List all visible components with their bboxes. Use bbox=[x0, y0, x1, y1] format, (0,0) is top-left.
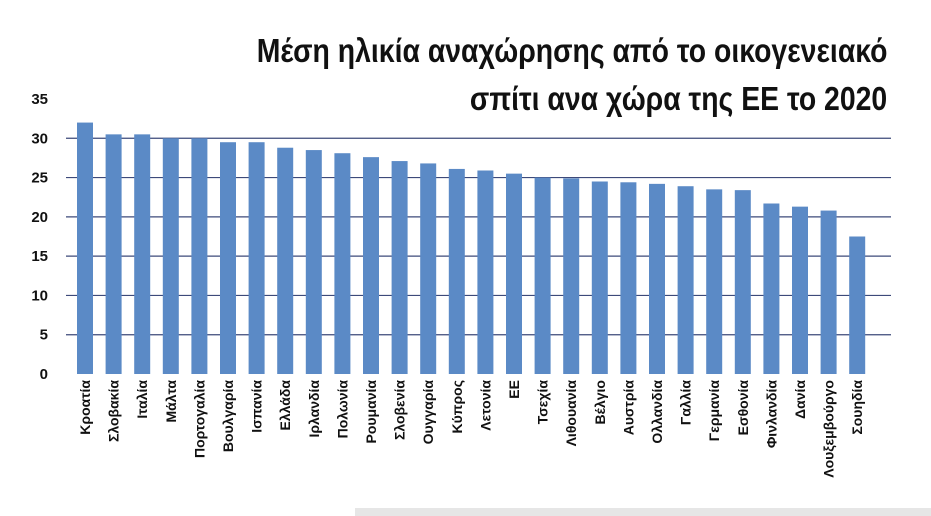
x-tick-label: Αυστρία bbox=[620, 380, 636, 436]
x-tick-label: Τσεχία bbox=[535, 380, 551, 425]
x-tick-label: Γαλλία bbox=[678, 380, 694, 425]
chart-title-line-2: σπίτι ανα χώρα της ΕΕ το 2020 bbox=[469, 80, 887, 117]
x-tick-label: Λιθουανία bbox=[563, 380, 579, 447]
bar-2 bbox=[134, 134, 151, 374]
x-tick-label: Φινλανδία bbox=[763, 380, 779, 449]
x-tick-label: Κύπρος bbox=[449, 380, 465, 433]
x-tick-label: Ιταλία bbox=[134, 380, 150, 419]
bar-9 bbox=[334, 153, 351, 374]
bottom-strip bbox=[355, 508, 931, 516]
bar-24 bbox=[763, 203, 780, 374]
x-tick-label: Γερμανία bbox=[706, 380, 722, 442]
bar-5 bbox=[220, 142, 236, 374]
x-tick-label: Λουξεμβούργο bbox=[821, 380, 837, 478]
x-tick-label: Εσθονία bbox=[735, 380, 751, 436]
y-tick-label: 0 bbox=[40, 366, 48, 383]
y-tick-label: 20 bbox=[31, 209, 48, 226]
bar-22 bbox=[706, 189, 723, 374]
bar-25 bbox=[792, 206, 808, 374]
x-tick-label: ΕΕ bbox=[506, 380, 522, 399]
bar-14 bbox=[477, 170, 494, 374]
bar-4 bbox=[191, 138, 208, 374]
chart-title-line-1: Μέση ηλικία αναχώρησης από το οικογενεια… bbox=[256, 32, 887, 69]
x-tick-label: Ουγγαρία bbox=[420, 380, 436, 445]
y-axis-ticks: 0 5 10 15 20 25 30 35 bbox=[31, 91, 48, 383]
bar-8 bbox=[305, 150, 322, 374]
bar-26 bbox=[820, 210, 837, 374]
y-tick-label: 15 bbox=[31, 248, 48, 265]
bar-16 bbox=[534, 177, 551, 374]
x-tick-label: Πορτογαλία bbox=[191, 380, 207, 458]
bar-19 bbox=[620, 182, 637, 374]
bar-3 bbox=[162, 138, 179, 374]
y-tick-label: 25 bbox=[31, 170, 48, 187]
x-tick-label: Ελλάδα bbox=[277, 380, 293, 431]
x-tick-label: Ολλανδία bbox=[649, 380, 665, 444]
bar-20 bbox=[649, 183, 665, 374]
bar-10 bbox=[363, 157, 379, 374]
bar-27 bbox=[849, 236, 866, 374]
bar-17 bbox=[563, 178, 580, 374]
bar-23 bbox=[734, 190, 751, 374]
y-tick-label: 10 bbox=[31, 287, 48, 304]
bar-1 bbox=[105, 134, 122, 374]
x-axis-ticks: Κροατία Σλοβακία Ιταλία Μάλτα Πορτογαλία Βουλ… bbox=[77, 380, 865, 478]
bar-0 bbox=[77, 122, 93, 374]
x-tick-label: Πολωνία bbox=[334, 380, 350, 439]
bars bbox=[77, 122, 866, 374]
x-tick-label: Λετονία bbox=[477, 380, 493, 431]
x-tick-label: Σλοβακία bbox=[106, 380, 122, 442]
x-tick-label: Ιρλανδία bbox=[306, 380, 322, 438]
x-tick-label: Βέλγιο bbox=[592, 380, 608, 424]
x-tick-label: Σουηδία bbox=[849, 380, 865, 435]
bar-11 bbox=[391, 161, 408, 374]
x-tick-label: Βουλγαρία bbox=[220, 380, 236, 453]
bar-15 bbox=[506, 173, 522, 374]
bar-13 bbox=[448, 168, 465, 374]
bar-7 bbox=[277, 147, 294, 374]
bar-6 bbox=[248, 142, 265, 374]
bar-21 bbox=[677, 186, 694, 374]
x-tick-label: Μάλτα bbox=[163, 380, 179, 423]
x-tick-label: Ισπανία bbox=[249, 380, 265, 433]
x-tick-label: Ρουμανία bbox=[363, 380, 379, 444]
x-tick-label: Δανία bbox=[792, 380, 808, 419]
y-tick-label: 35 bbox=[31, 91, 48, 108]
y-tick-label: 30 bbox=[31, 130, 48, 147]
bar-12 bbox=[420, 163, 437, 374]
bar-18 bbox=[591, 181, 608, 374]
x-tick-label: Κροατία bbox=[77, 380, 93, 435]
y-tick-label: 5 bbox=[40, 327, 48, 344]
x-tick-label: Σλοβενία bbox=[392, 380, 408, 440]
